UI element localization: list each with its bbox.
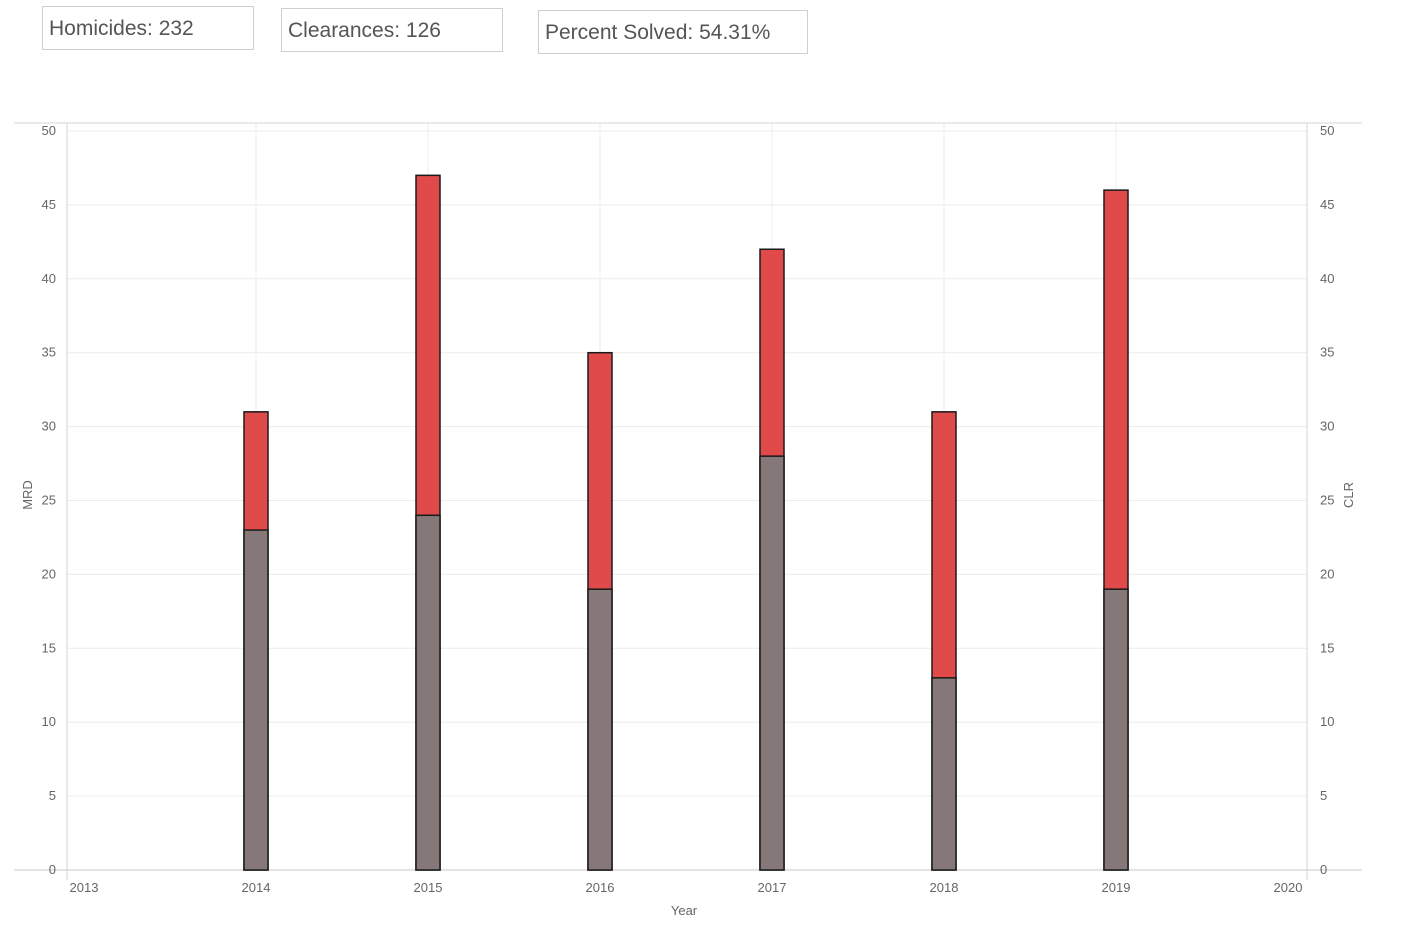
y-right-tick-label: 30 <box>1320 419 1334 434</box>
x-tick-label: 2015 <box>414 880 443 895</box>
y-left-tick-label: 30 <box>42 419 56 434</box>
bar-clr-2016 <box>587 588 613 871</box>
x-axis-label: Year <box>671 903 698 918</box>
y-axis-left-label: MRD <box>20 480 35 510</box>
homicides-count: Homicides: 232 <box>42 6 254 50</box>
percent-solved: Percent Solved: 54.31% <box>538 10 808 54</box>
y-right-tick-label: 10 <box>1320 714 1334 729</box>
bar-clr-2019 <box>1103 588 1129 871</box>
y-left-tick-label: 45 <box>42 197 56 212</box>
x-tick-label: 2019 <box>1102 880 1131 895</box>
y-left-tick-label: 50 <box>42 123 56 138</box>
y-left-tick-label: 5 <box>49 788 56 803</box>
y-right-tick-label: 20 <box>1320 566 1334 581</box>
bar-clr-2018 <box>931 677 957 871</box>
y-left-tick-label: 35 <box>42 345 56 360</box>
bar-clr-2015 <box>415 514 441 871</box>
y-left-tick-label: 20 <box>42 566 56 581</box>
bars <box>243 174 1129 871</box>
y-right-tick-label: 5 <box>1320 788 1327 803</box>
y-right-tick-label: 35 <box>1320 345 1334 360</box>
y-left-tick-label: 25 <box>42 493 56 508</box>
x-tick-label: 2020 <box>1274 880 1303 895</box>
chart-frame <box>14 122 1362 880</box>
y-axis-right-label: CLR <box>1341 482 1356 508</box>
y-left-tick-label: 10 <box>42 714 56 729</box>
y-left-tick-label: 15 <box>42 640 56 655</box>
y-right-tick-label: 40 <box>1320 271 1334 286</box>
y-left-tick-label: 40 <box>42 271 56 286</box>
x-tick-label: 2017 <box>758 880 787 895</box>
y-right-tick-label: 25 <box>1320 493 1334 508</box>
x-tick-label: 2018 <box>930 880 959 895</box>
y-right-tick-label: 45 <box>1320 197 1334 212</box>
x-tick-label: 2014 <box>242 880 271 895</box>
bar-clr-2014 <box>243 529 269 871</box>
y-right-tick-label: 15 <box>1320 640 1334 655</box>
y-left-tick-label: 0 <box>49 862 56 877</box>
clearances-count: Clearances: 126 <box>281 8 503 52</box>
y-right-tick-label: 50 <box>1320 123 1334 138</box>
x-tick-label: 2013 <box>70 880 99 895</box>
x-tick-label: 2016 <box>586 880 615 895</box>
bar-clr-2017 <box>759 455 785 871</box>
y-right-tick-label: 0 <box>1320 862 1327 877</box>
